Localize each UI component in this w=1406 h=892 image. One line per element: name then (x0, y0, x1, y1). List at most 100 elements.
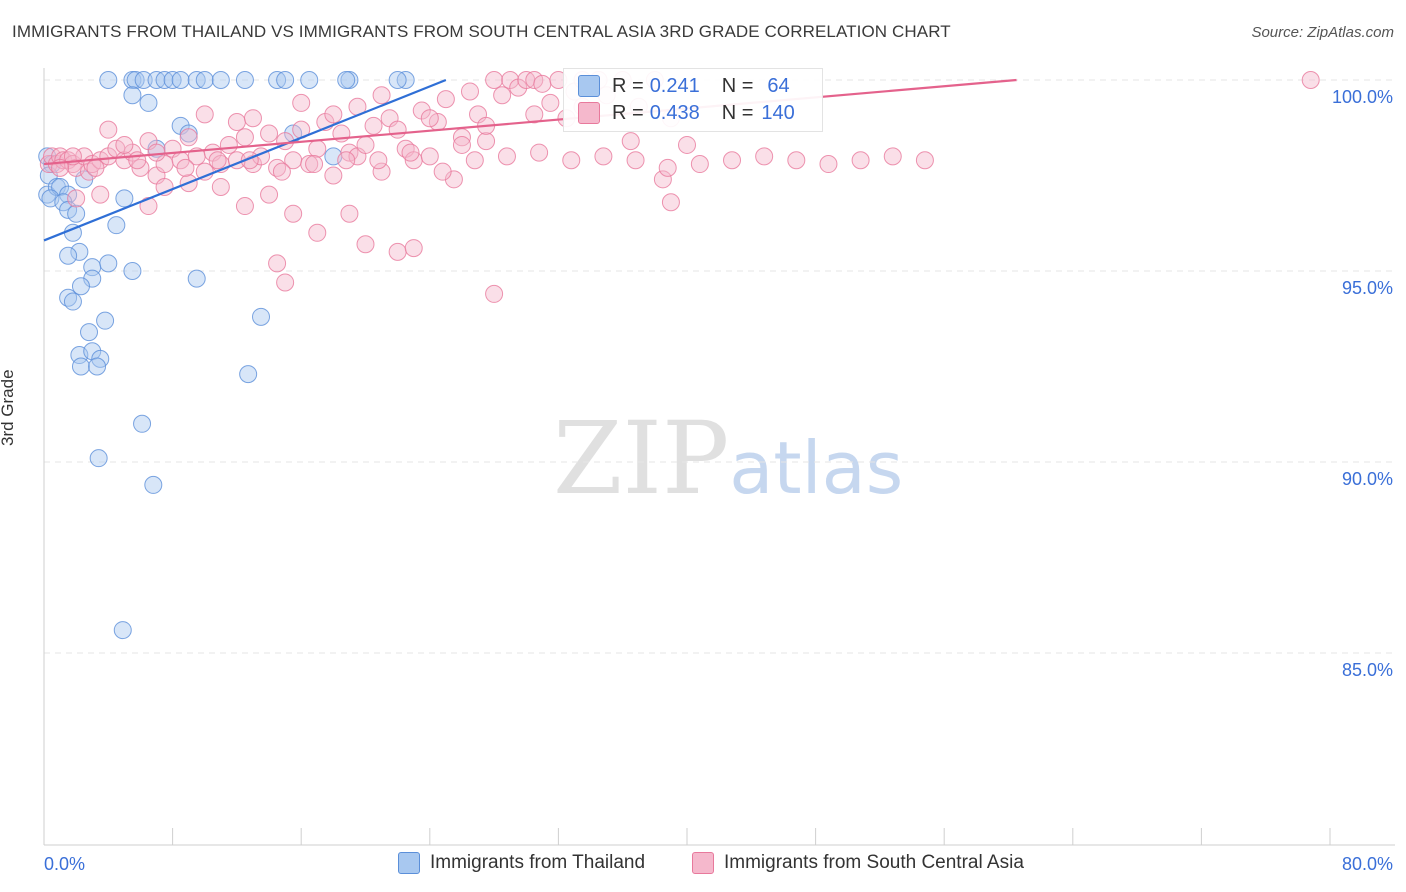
point-thailand (187, 269, 206, 288)
point-thailand (71, 277, 90, 296)
point-south-central-asia (115, 135, 134, 154)
point-south-central-asia (433, 162, 452, 181)
point-south-central-asia (340, 204, 359, 223)
point-south-central-asia (452, 135, 471, 154)
point-south-central-asia (128, 151, 147, 170)
point-south-central-asia (388, 120, 407, 139)
point-south-central-asia (533, 74, 552, 93)
watermark-atlas: atlas (729, 426, 904, 510)
point-south-central-asia (272, 162, 291, 181)
point-thailand (80, 323, 99, 342)
point-south-central-asia (661, 193, 680, 212)
point-south-central-asia (530, 143, 549, 162)
point-south-central-asia (308, 139, 327, 158)
legend-n-label: N = (721, 101, 754, 124)
point-thailand (139, 93, 158, 112)
point-south-central-asia (208, 151, 227, 170)
point-south-central-asia (658, 158, 677, 177)
point-thailand (70, 242, 89, 261)
point-south-central-asia (235, 197, 254, 216)
point-thailand (63, 292, 82, 311)
point-thailand (144, 475, 163, 494)
point-south-central-asia (485, 71, 504, 89)
point-thailand (195, 71, 214, 89)
point-south-central-asia (404, 239, 423, 258)
point-thailand (96, 311, 115, 330)
point-south-central-asia (179, 128, 198, 147)
legend-n-value-south-central-asia: 140 (761, 101, 795, 124)
point-south-central-asia (460, 82, 479, 101)
point-thailand (276, 71, 295, 89)
point-south-central-asia (493, 86, 512, 105)
point-thailand (337, 71, 356, 89)
point-south-central-asia (195, 162, 214, 181)
point-south-central-asia (819, 155, 838, 174)
point-south-central-asia (308, 223, 327, 242)
point-thailand (88, 357, 107, 376)
y-tick-label: 90.0% (1342, 469, 1393, 489)
point-south-central-asia (324, 105, 343, 124)
point-south-central-asia (723, 151, 742, 170)
point-south-central-asia (292, 93, 311, 112)
point-thailand (388, 71, 407, 89)
point-thailand (252, 307, 271, 326)
point-south-central-asia (86, 158, 105, 177)
point-south-central-asia (477, 132, 496, 151)
point-south-central-asia (1301, 71, 1320, 89)
point-south-central-asia (356, 235, 375, 254)
source-credit: Source: ZipAtlas.com (1251, 24, 1394, 41)
point-south-central-asia (369, 151, 388, 170)
point-south-central-asia (211, 177, 230, 196)
bottom-legend-swatch-blue (398, 852, 420, 874)
bottom-legend-swatch-pink (692, 852, 714, 874)
x-tick-label: 80.0% (1342, 854, 1393, 874)
point-south-central-asia (678, 135, 696, 154)
legend-n-value-thailand: 64 (767, 74, 790, 97)
point-south-central-asia (621, 132, 640, 151)
point-south-central-asia (337, 151, 356, 170)
point-south-central-asia (91, 185, 110, 204)
bottom-legend-south-central-asia: Immigrants from South Central Asia (692, 852, 1024, 874)
bottom-legend-label-thailand: Immigrants from Thailand (430, 852, 646, 873)
point-thailand (171, 71, 190, 89)
point-thailand (134, 71, 153, 89)
point-south-central-asia (324, 166, 343, 185)
point-thailand (239, 365, 258, 384)
legend-swatch-pink (578, 102, 600, 124)
y-tick-label: 85.0% (1342, 660, 1393, 680)
point-south-central-asia (372, 86, 391, 105)
x-tick-label: 0.0% (44, 854, 85, 874)
point-thailand (71, 357, 90, 376)
point-south-central-asia (99, 120, 118, 139)
point-south-central-asia (388, 242, 407, 261)
point-south-central-asia (268, 254, 287, 273)
point-south-central-asia (305, 155, 324, 174)
point-south-central-asia (420, 109, 439, 128)
point-south-central-asia (364, 116, 383, 135)
trendline-thailand (43, 78, 447, 242)
point-south-central-asia (356, 135, 375, 154)
point-thailand (99, 254, 118, 273)
point-south-central-asia (227, 113, 246, 132)
point-south-central-asia (420, 147, 439, 166)
point-thailand (115, 189, 134, 208)
watermark-zip: ZIP (553, 400, 730, 517)
point-thailand (99, 71, 118, 89)
point-thailand (300, 71, 319, 89)
point-south-central-asia (276, 273, 295, 292)
watermark: ZIPatlas (553, 400, 903, 517)
point-south-central-asia (541, 93, 560, 112)
legend-r-label: R = (612, 74, 644, 97)
legend-r-label: R = (612, 101, 644, 124)
point-south-central-asia (525, 105, 544, 124)
chart-title: IMMIGRANTS FROM THAILAND VS IMMIGRANTS F… (12, 22, 951, 41)
point-south-central-asia (787, 151, 806, 170)
point-thailand (123, 262, 142, 280)
point-south-central-asia (147, 143, 166, 162)
point-south-central-asia (195, 105, 214, 124)
point-south-central-asia (653, 170, 672, 189)
point-south-central-asia (883, 147, 902, 166)
point-south-central-asia (235, 128, 254, 147)
point-south-central-asia (465, 151, 484, 170)
